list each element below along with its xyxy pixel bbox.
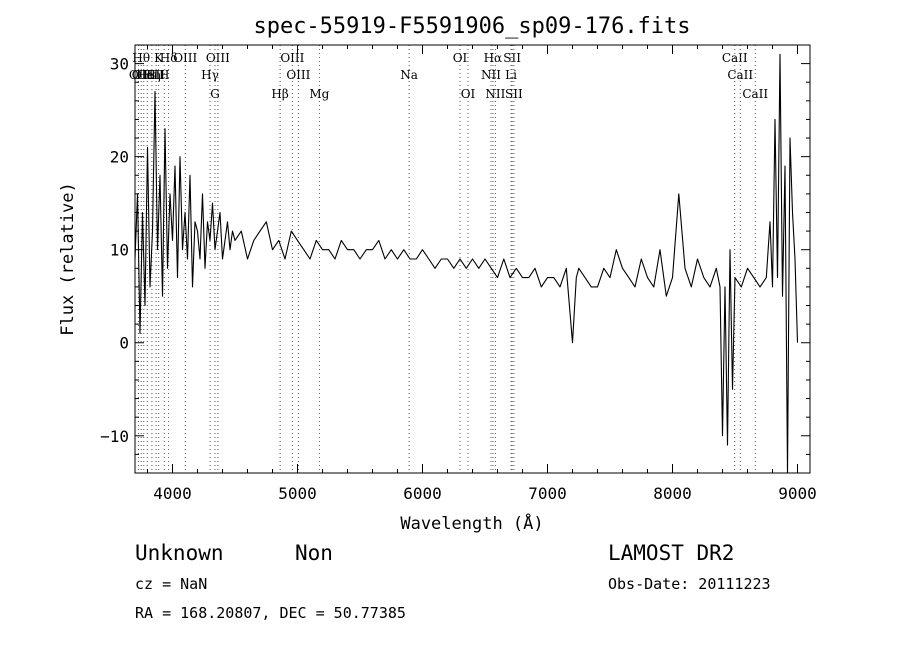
- line-label: OII: [129, 68, 149, 82]
- line-label: CaII: [742, 87, 768, 101]
- line-label: OIII: [132, 68, 156, 82]
- plot-frame: [134, 44, 811, 474]
- obs-date-label: Obs-Date: 20111223: [608, 575, 771, 593]
- line-label: SII: [503, 51, 521, 65]
- y-axis-label: Flux (relative): [58, 182, 78, 336]
- line-label: OIII: [286, 68, 310, 82]
- line-label: OIII: [280, 51, 304, 65]
- y-tick-label: 20: [110, 148, 129, 167]
- line-label: CaII: [727, 68, 753, 82]
- line-label: Hη: [143, 68, 161, 82]
- line-label: Hβ: [271, 87, 288, 101]
- line-label: OI: [461, 87, 476, 101]
- spectrum-line: [134, 53, 799, 474]
- y-tick-label: 30: [110, 55, 129, 74]
- line-label: SII: [505, 87, 523, 101]
- line-label: SII: [147, 68, 165, 82]
- cz-label: cz = NaN: [135, 575, 208, 593]
- x-tick-label: 5000: [278, 484, 317, 503]
- x-tick-label: 8000: [653, 484, 692, 503]
- flux-series: [134, 53, 799, 474]
- line-label: HeI: [136, 68, 159, 82]
- line-label: Li: [505, 68, 517, 82]
- survey-label: LAMOST DR2: [608, 541, 735, 565]
- line-label: Hα: [484, 51, 503, 65]
- line-label: NII: [485, 87, 505, 101]
- line-label: Mg: [309, 87, 329, 101]
- classification-label: Unknown: [135, 541, 224, 565]
- line-label: Hγ: [201, 68, 219, 82]
- y-tick-label: −10: [100, 427, 129, 446]
- chart-title: spec-55919-F5591906_sp09-176.fits: [253, 14, 690, 39]
- line-label: NII: [481, 68, 501, 82]
- axis-ticks: 4000 5000 6000 7000 8000 9000 −10 0 10 20 30: [100, 44, 817, 503]
- line-label: H: [159, 68, 169, 82]
- line-label: K: [154, 51, 164, 65]
- y-tick-label: 0: [119, 334, 129, 353]
- line-label: OIII: [173, 51, 197, 65]
- line-label: Na: [400, 68, 418, 82]
- x-tick-label: 7000: [528, 484, 567, 503]
- x-tick-label: 4000: [153, 484, 192, 503]
- line-label: G: [210, 87, 220, 101]
- x-tick-label: 9000: [778, 484, 817, 503]
- line-markers: OIIHθOIIIHeIHηSIIKHHδOIIIHγGOIIIHβOIIIOI…: [129, 45, 768, 473]
- coords-label: RA = 168.20807, DEC = 50.77385: [135, 604, 406, 622]
- subclass-label: Non: [295, 541, 333, 565]
- x-tick-label: 6000: [403, 484, 442, 503]
- line-label: OIII: [206, 51, 230, 65]
- line-label: Hδ: [160, 51, 178, 65]
- line-label: CaII: [722, 51, 748, 65]
- line-label: Hθ: [132, 51, 150, 65]
- line-label: OI: [453, 51, 468, 65]
- y-tick-label: 10: [110, 241, 129, 260]
- x-axis-label: Wavelength (Å): [400, 512, 543, 534]
